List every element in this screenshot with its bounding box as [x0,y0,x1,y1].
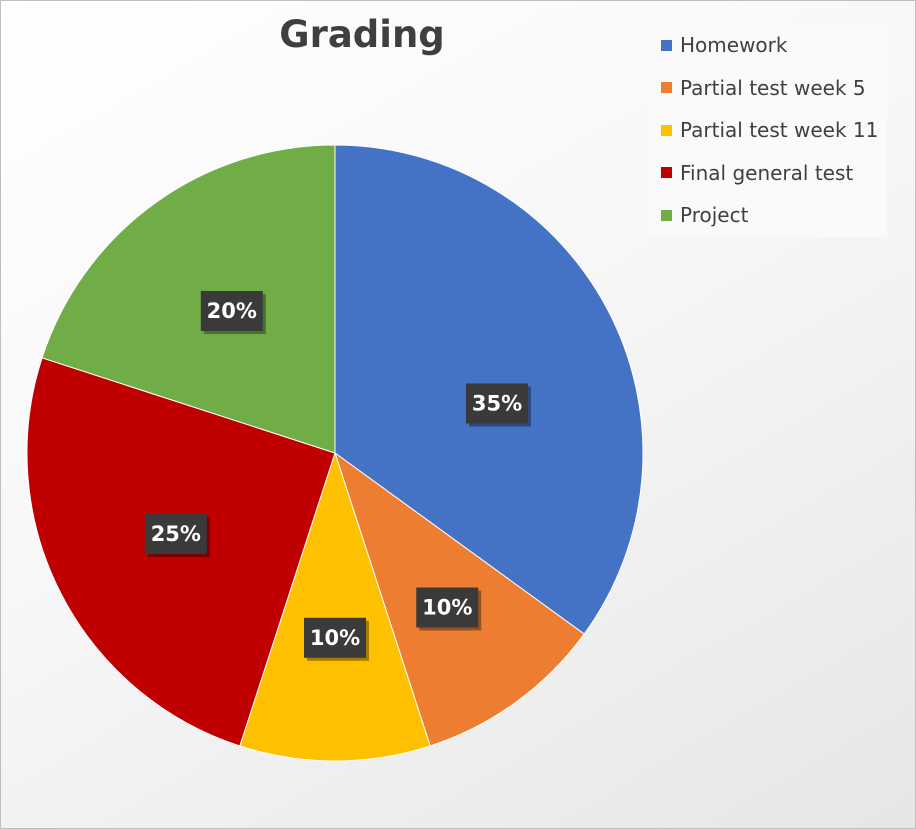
data-label-final-general-test: 25% [144,514,210,558]
legend-swatch [661,82,672,93]
legend-item-partial-test-week-11: Partial test week 11 [661,115,878,145]
data-label-text: 20% [207,299,257,323]
legend-item-homework: Homework [661,30,787,60]
legend-swatch [661,39,672,51]
data-label-text: 35% [472,391,522,415]
data-label-partial-test-week-11: 10% [304,617,369,661]
data-label-homework: 35% [465,383,531,427]
legend-item-project: Project [661,200,748,230]
pie-slice-project [41,144,336,454]
legend-item-final-general-test: Final general test [661,158,853,188]
pie-slice-partial-test-week-11 [239,451,431,762]
data-label-partial-test-week-5: 10% [416,587,482,631]
legend-label: Final general test [680,160,854,185]
legend-label: Homework [680,33,788,57]
legend-swatch [661,209,672,221]
data-label-project: 20% [200,290,266,334]
legend-swatch [661,124,672,136]
data-label-text: 25% [151,522,201,546]
legend-swatch [661,167,672,178]
chart-legend: Homework Partial test week 5 Partial test … [649,25,887,237]
legend-label: Project [680,203,749,227]
data-label-text: 10% [310,626,360,650]
chart-title: Grading [279,13,445,56]
legend-item-partial-test-week-5: Partial test week 5 [661,73,866,103]
data-label-text: 10% [422,595,472,619]
legend-label: Partial test week 11 [680,118,879,142]
legend-label: Partial test week 5 [680,75,866,100]
